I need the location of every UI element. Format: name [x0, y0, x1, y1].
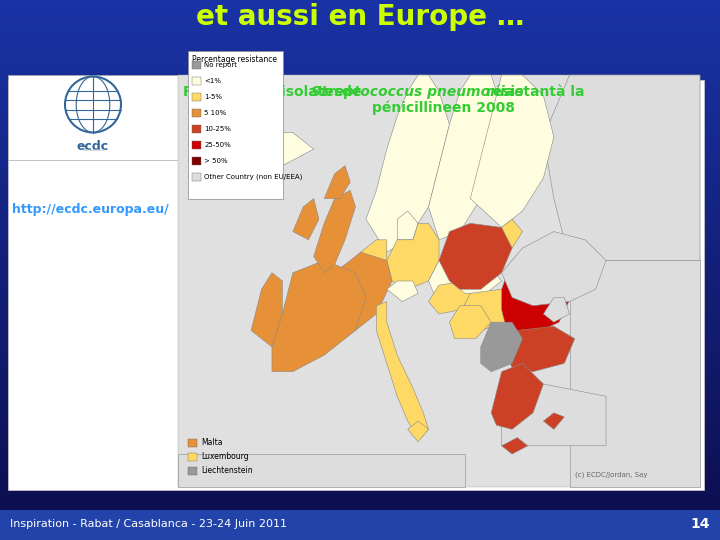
Bar	[192, 109, 202, 117]
Polygon shape	[544, 413, 564, 429]
Text: (c) ECDC/Jordan, Say: (c) ECDC/Jordan, Say	[575, 471, 648, 478]
Polygon shape	[502, 232, 606, 306]
Text: 25-50%: 25-50%	[204, 141, 231, 147]
Polygon shape	[428, 75, 502, 240]
Text: Proportiond'isolatesde: Proportiond'isolatesde	[183, 85, 366, 99]
Polygon shape	[178, 454, 465, 487]
Bar	[189, 467, 197, 475]
Polygon shape	[502, 384, 606, 446]
Polygon shape	[387, 224, 439, 289]
Polygon shape	[361, 240, 387, 268]
Bar	[189, 438, 197, 447]
Text: http://ecdc.europa.eu/: http://ecdc.europa.eu/	[12, 204, 168, 217]
Text: Luxembourg: Luxembourg	[202, 452, 249, 461]
Bar	[8, 80, 704, 490]
Polygon shape	[502, 437, 528, 454]
Text: Other Country (non EU/EEA): Other Country (non EU/EEA)	[204, 173, 303, 180]
Polygon shape	[544, 298, 570, 322]
Polygon shape	[319, 252, 392, 330]
Bar	[192, 157, 202, 165]
Polygon shape	[481, 322, 523, 372]
Text: Streptococcus pneumoniae: Streptococcus pneumoniae	[311, 85, 523, 99]
Text: 5 10%: 5 10%	[204, 110, 227, 116]
Text: pénicillineen 2008: pénicillineen 2008	[372, 101, 516, 115]
Polygon shape	[251, 273, 282, 347]
Polygon shape	[428, 260, 465, 293]
Text: <1%: <1%	[204, 78, 222, 84]
Bar	[8, 75, 178, 160]
Bar	[189, 453, 197, 461]
Polygon shape	[293, 199, 319, 240]
Text: > 50%: > 50%	[204, 158, 228, 164]
Text: No report: No report	[204, 62, 238, 68]
Text: Percentage resistance: Percentage resistance	[192, 55, 277, 64]
Text: Inspiration - Rabat / Casablanca - 23-24 Juin 2011: Inspiration - Rabat / Casablanca - 23-24…	[10, 519, 287, 529]
Bar	[178, 75, 700, 487]
Polygon shape	[428, 281, 475, 314]
Polygon shape	[314, 191, 356, 273]
Text: ecdc: ecdc	[77, 140, 109, 153]
Bar	[189, 51, 284, 199]
Bar	[192, 173, 202, 180]
Polygon shape	[470, 75, 554, 227]
Bar	[192, 60, 202, 69]
Bar	[192, 140, 202, 148]
Text: résistantà la: résistantà la	[481, 85, 585, 99]
Text: 14: 14	[690, 517, 710, 531]
Polygon shape	[439, 224, 512, 289]
Polygon shape	[387, 281, 418, 302]
Polygon shape	[397, 211, 418, 240]
Polygon shape	[220, 133, 314, 166]
Polygon shape	[481, 219, 523, 252]
Polygon shape	[377, 302, 428, 437]
Polygon shape	[408, 421, 428, 442]
Text: 1-5%: 1-5%	[204, 93, 222, 99]
Bar	[192, 92, 202, 100]
Bar	[192, 125, 202, 133]
Polygon shape	[449, 306, 491, 339]
Polygon shape	[272, 260, 366, 372]
Polygon shape	[502, 248, 575, 335]
Polygon shape	[507, 326, 575, 372]
Polygon shape	[454, 268, 502, 293]
Text: Liechtenstein: Liechtenstein	[202, 466, 253, 475]
Polygon shape	[491, 363, 544, 429]
Text: Malta: Malta	[202, 438, 223, 447]
Text: et aussi en Europe …: et aussi en Europe …	[196, 3, 524, 31]
Bar	[192, 77, 202, 85]
Bar	[0, 510, 720, 540]
Polygon shape	[324, 166, 350, 199]
Polygon shape	[544, 75, 700, 260]
Polygon shape	[366, 75, 449, 252]
Text: ═══════: ═══════	[81, 148, 104, 153]
Polygon shape	[570, 260, 700, 487]
Text: 10-25%: 10-25%	[204, 126, 231, 132]
Polygon shape	[460, 289, 517, 330]
